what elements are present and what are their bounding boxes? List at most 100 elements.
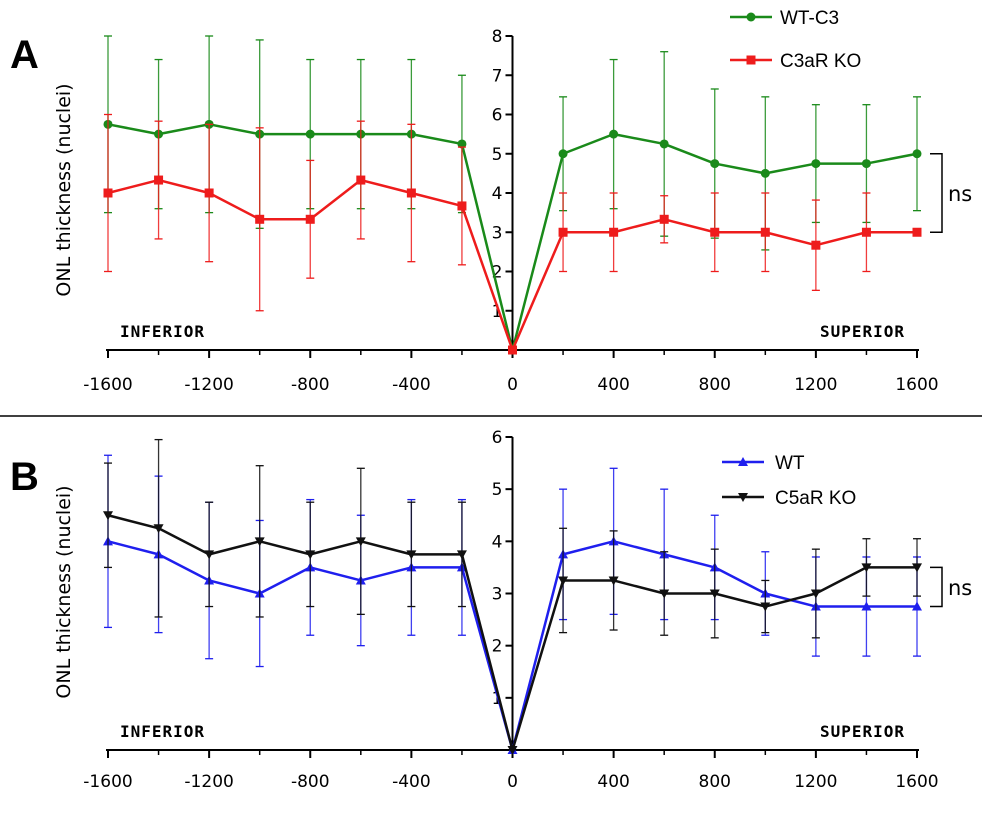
data-point — [912, 227, 922, 237]
legend-marker — [738, 457, 748, 466]
series-c5ar-ko — [103, 438, 922, 755]
data-point — [305, 214, 315, 224]
region-label-inferior: INFERIOR — [120, 722, 205, 741]
data-point — [659, 589, 670, 599]
data-point — [659, 139, 669, 149]
x-tick-label: -400 — [392, 375, 431, 395]
panel-letter: A — [10, 33, 39, 77]
y-tick-label: 5 — [492, 480, 503, 500]
data-point — [153, 524, 164, 534]
data-point — [355, 537, 366, 547]
y-axis-label: ONL thickness (nuclei) — [53, 485, 75, 698]
data-point — [508, 345, 517, 355]
y-tick-label: 8 — [492, 27, 503, 47]
data-point — [861, 159, 871, 169]
data-point — [912, 149, 922, 159]
data-point — [406, 188, 416, 198]
data-point — [811, 159, 821, 169]
data-point — [254, 537, 265, 547]
data-point — [608, 576, 619, 586]
data-point — [154, 175, 164, 185]
data-point — [507, 746, 518, 755]
data-point — [709, 589, 720, 599]
x-tick-label: 1200 — [794, 772, 837, 792]
data-point — [305, 550, 316, 560]
data-point — [356, 175, 366, 185]
x-tick-label: -800 — [291, 772, 330, 792]
y-tick-label: 5 — [492, 145, 503, 165]
y-tick-label: 4 — [492, 184, 503, 204]
y-tick-label: 7 — [492, 66, 503, 86]
x-tick-label: 800 — [699, 375, 731, 395]
data-point — [861, 227, 871, 237]
x-tick-label: -1200 — [184, 772, 233, 792]
x-tick-label: 1200 — [794, 375, 837, 395]
significance-bracket — [930, 566, 943, 608]
series-c3ar-ko — [103, 113, 922, 355]
data-point — [457, 201, 467, 211]
x-tick-label: 800 — [699, 772, 731, 792]
legend-marker — [746, 55, 756, 65]
data-point — [456, 550, 467, 560]
data-point — [710, 227, 720, 237]
x-tick-label: -1600 — [83, 375, 132, 395]
y-tick-label: 2 — [492, 637, 503, 657]
significance-bracket — [930, 153, 943, 233]
data-point — [760, 602, 771, 612]
y-tick-label: 6 — [492, 106, 503, 126]
data-point — [810, 589, 821, 599]
significance-label: ns — [948, 576, 972, 600]
panel-a-chart: A ONL thickness (nuclei) -1600 -1200 -800 -40… — [10, 8, 972, 395]
data-point — [912, 563, 922, 573]
region-label-superior: SUPERIOR — [820, 322, 905, 341]
legend-label: C3aR KO — [780, 51, 861, 72]
y-tick-label: 4 — [492, 532, 503, 552]
y-tick-label: 3 — [492, 585, 503, 605]
y-tick-label: 6 — [492, 428, 503, 448]
data-point — [558, 149, 568, 159]
data-point — [609, 227, 619, 237]
legend-label: WT — [775, 453, 805, 474]
data-point — [609, 129, 619, 139]
x-tick-label: -1200 — [184, 375, 233, 395]
x-tick-label: 0 — [507, 772, 518, 792]
significance-label: ns — [948, 182, 972, 206]
legend-label: WT-C3 — [780, 8, 839, 29]
data-point — [912, 601, 922, 611]
x-tick-label: -400 — [392, 772, 431, 792]
y-tick-label: 3 — [492, 223, 503, 243]
x-tick-label: -1600 — [83, 772, 132, 792]
data-point — [204, 550, 215, 560]
data-point — [558, 227, 568, 237]
data-point — [457, 139, 467, 149]
data-point — [255, 214, 265, 224]
x-tick-label: 400 — [597, 772, 629, 792]
data-point — [406, 550, 417, 560]
y-tick-label: 2 — [492, 263, 503, 283]
data-point — [103, 511, 113, 521]
region-label-superior: SUPERIOR — [820, 722, 905, 741]
data-point — [760, 227, 770, 237]
x-tick-label: 1600 — [895, 772, 938, 792]
x-tick-label: 400 — [597, 375, 629, 395]
data-point — [659, 214, 669, 224]
panel-letter: B — [10, 455, 39, 499]
data-point — [811, 240, 821, 250]
data-point — [305, 129, 315, 139]
x-tick-label: 0 — [507, 375, 518, 395]
legend-marker — [746, 12, 756, 22]
data-point — [861, 601, 872, 611]
legend-label: C5aR KO — [775, 488, 856, 509]
data-point — [204, 188, 214, 198]
region-label-inferior: INFERIOR — [120, 322, 205, 341]
legend-marker — [738, 493, 748, 502]
x-tick-label: -800 — [291, 375, 330, 395]
y-tick-label: 1 — [492, 302, 503, 322]
y-axis-label: ONL thickness (nuclei) — [53, 83, 75, 296]
data-point — [103, 188, 113, 198]
data-point — [710, 159, 720, 169]
data-point — [558, 576, 569, 586]
data-point — [760, 168, 770, 178]
data-point — [861, 563, 872, 573]
x-tick-label: 1600 — [895, 375, 938, 395]
